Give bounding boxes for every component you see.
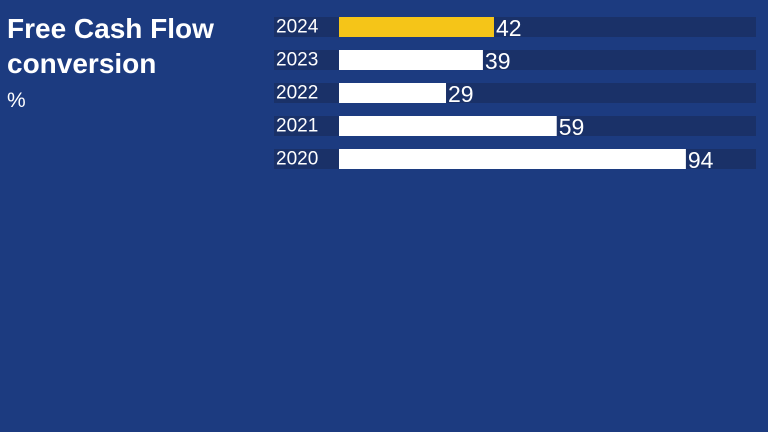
chart-unit: % <box>7 89 26 112</box>
bar-2023 <box>339 50 483 70</box>
value-label-2021: 59 <box>559 114 585 140</box>
bar-2024 <box>339 17 494 37</box>
category-label-2020: 2020 <box>276 149 318 170</box>
bar-2022 <box>339 83 447 103</box>
bar-2020 <box>339 149 686 169</box>
value-label-2020: 94 <box>688 147 714 173</box>
chart-title: Free Cash Flow conversion <box>7 13 214 79</box>
value-label-2024: 42 <box>496 15 522 41</box>
bar-2021 <box>339 116 557 136</box>
category-label-2021: 2021 <box>276 116 318 137</box>
category-label-2024: 2024 <box>276 17 319 38</box>
value-label-2022: 29 <box>448 81 474 107</box>
category-label-2023: 2023 <box>276 50 318 71</box>
value-label-2023: 39 <box>485 48 511 74</box>
category-label-2022: 2022 <box>276 83 318 104</box>
